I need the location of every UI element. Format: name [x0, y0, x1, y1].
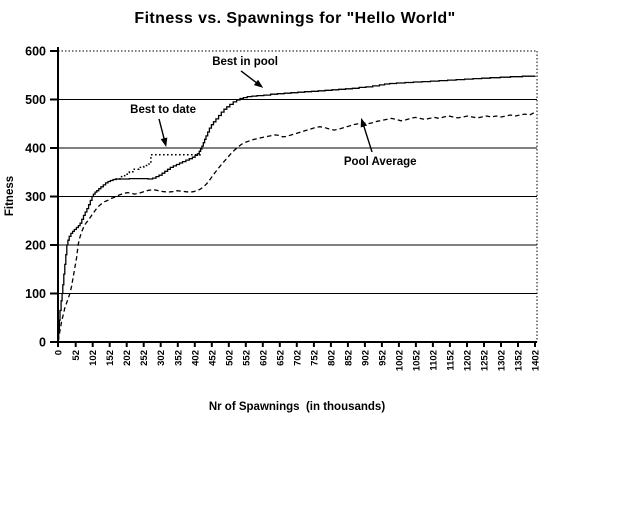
series-line-pool-average: [57, 112, 535, 342]
y-tick-label-100: 100: [25, 287, 46, 301]
x-tick-label-802: 802: [326, 350, 337, 366]
x-tick-label-902: 902: [360, 350, 371, 366]
x-tick-label-852: 852: [343, 350, 354, 366]
chart-title: Fitness vs. Spawnings for "Hello World": [134, 10, 456, 27]
y-tick-label-200: 200: [25, 239, 46, 253]
x-tick-label-402: 402: [190, 350, 201, 366]
series-line-best-to-date: [115, 150, 201, 180]
x-tick-label-1152: 1152: [445, 350, 456, 371]
x-tick-label-252: 252: [139, 350, 150, 366]
annotation-arrow-line-2: [362, 122, 373, 153]
annotation-best-to-date: Best to date: [130, 104, 197, 117]
x-tick-label-1202: 1202: [463, 350, 474, 371]
annotation-arrowhead-1: [160, 137, 168, 147]
series-line-best-in-pool: [58, 75, 536, 341]
x-tick-label-52: 52: [71, 350, 82, 361]
annotation-pool-average: Pool Average: [343, 156, 417, 169]
x-tick-label-0: 0: [54, 350, 65, 355]
x-tick-label-1052: 1052: [411, 350, 422, 371]
x-tick-label-1252: 1252: [480, 350, 491, 371]
y-tick-label-600: 600: [25, 45, 46, 59]
x-tick-label-502: 502: [224, 350, 235, 366]
x-tick-label-302: 302: [156, 350, 167, 366]
x-tick-label-652: 652: [275, 350, 286, 366]
x-tick-label-102: 102: [88, 350, 99, 366]
y-tick-label-500: 500: [25, 93, 46, 107]
annotation-arrowhead-0: [253, 79, 264, 88]
x-tick-label-952: 952: [377, 350, 388, 366]
x-tick-label-1352: 1352: [514, 350, 525, 371]
x-tick-label-452: 452: [207, 350, 218, 366]
y-tick-label-300: 300: [25, 190, 46, 204]
x-tick-label-1402: 1402: [531, 350, 542, 371]
x-tick-label-702: 702: [292, 350, 303, 366]
x-tick-label-752: 752: [309, 350, 320, 366]
x-tick-label-1002: 1002: [394, 350, 405, 371]
x-tick-label-202: 202: [122, 350, 133, 366]
x-tick-label-602: 602: [258, 350, 269, 366]
y-tick-label-400: 400: [25, 142, 46, 156]
x-tick-label-152: 152: [105, 350, 116, 366]
x-tick-label-1302: 1302: [497, 350, 508, 371]
annotation-arrowhead-2: [360, 117, 368, 128]
x-axis-title: Nr of Spawnings (in thousands): [208, 401, 386, 413]
annotation-best-in-pool: Best in pool: [212, 56, 278, 69]
x-tick-label-352: 352: [173, 350, 184, 366]
y-axis-title: Fitness: [4, 175, 16, 217]
y-tick-label-0: 0: [39, 336, 46, 350]
x-tick-label-1102: 1102: [428, 350, 439, 371]
x-tick-label-552: 552: [241, 350, 252, 366]
